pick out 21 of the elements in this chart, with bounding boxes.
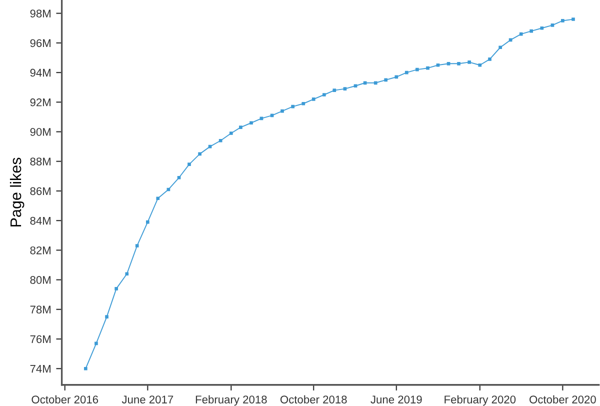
y-tick-label: 80M xyxy=(30,276,50,284)
y-tick-label: 92M xyxy=(30,98,50,106)
x-tick-label: June 2019 xyxy=(370,396,422,404)
y-tick-label: 96M xyxy=(30,39,50,48)
y-tick-label: 76M xyxy=(30,335,50,344)
x-tick-label: February 2020 xyxy=(444,395,516,406)
x-tick-label: October 2016 xyxy=(32,395,98,404)
x-tick-label: October 2020 xyxy=(530,395,596,404)
y-axis-title: Page likes xyxy=(10,158,24,226)
y-tick-label: 94M xyxy=(30,68,50,77)
x-tick-label: October 2018 xyxy=(280,395,347,404)
y-tick-label: 82M xyxy=(30,246,50,254)
y-tick-label: 78M xyxy=(30,306,50,314)
y-tick-label: 74M xyxy=(30,364,50,373)
y-tick-label: 86M xyxy=(30,187,50,196)
x-tick-label: June 2017 xyxy=(122,396,174,404)
x-tick-label: February 2018 xyxy=(196,395,267,406)
y-tick-label: 84M xyxy=(30,216,50,225)
y-tick-label: 88M xyxy=(30,158,50,166)
y-tick-label: 90M xyxy=(30,128,50,136)
y-tick-label: 98M xyxy=(30,10,50,18)
